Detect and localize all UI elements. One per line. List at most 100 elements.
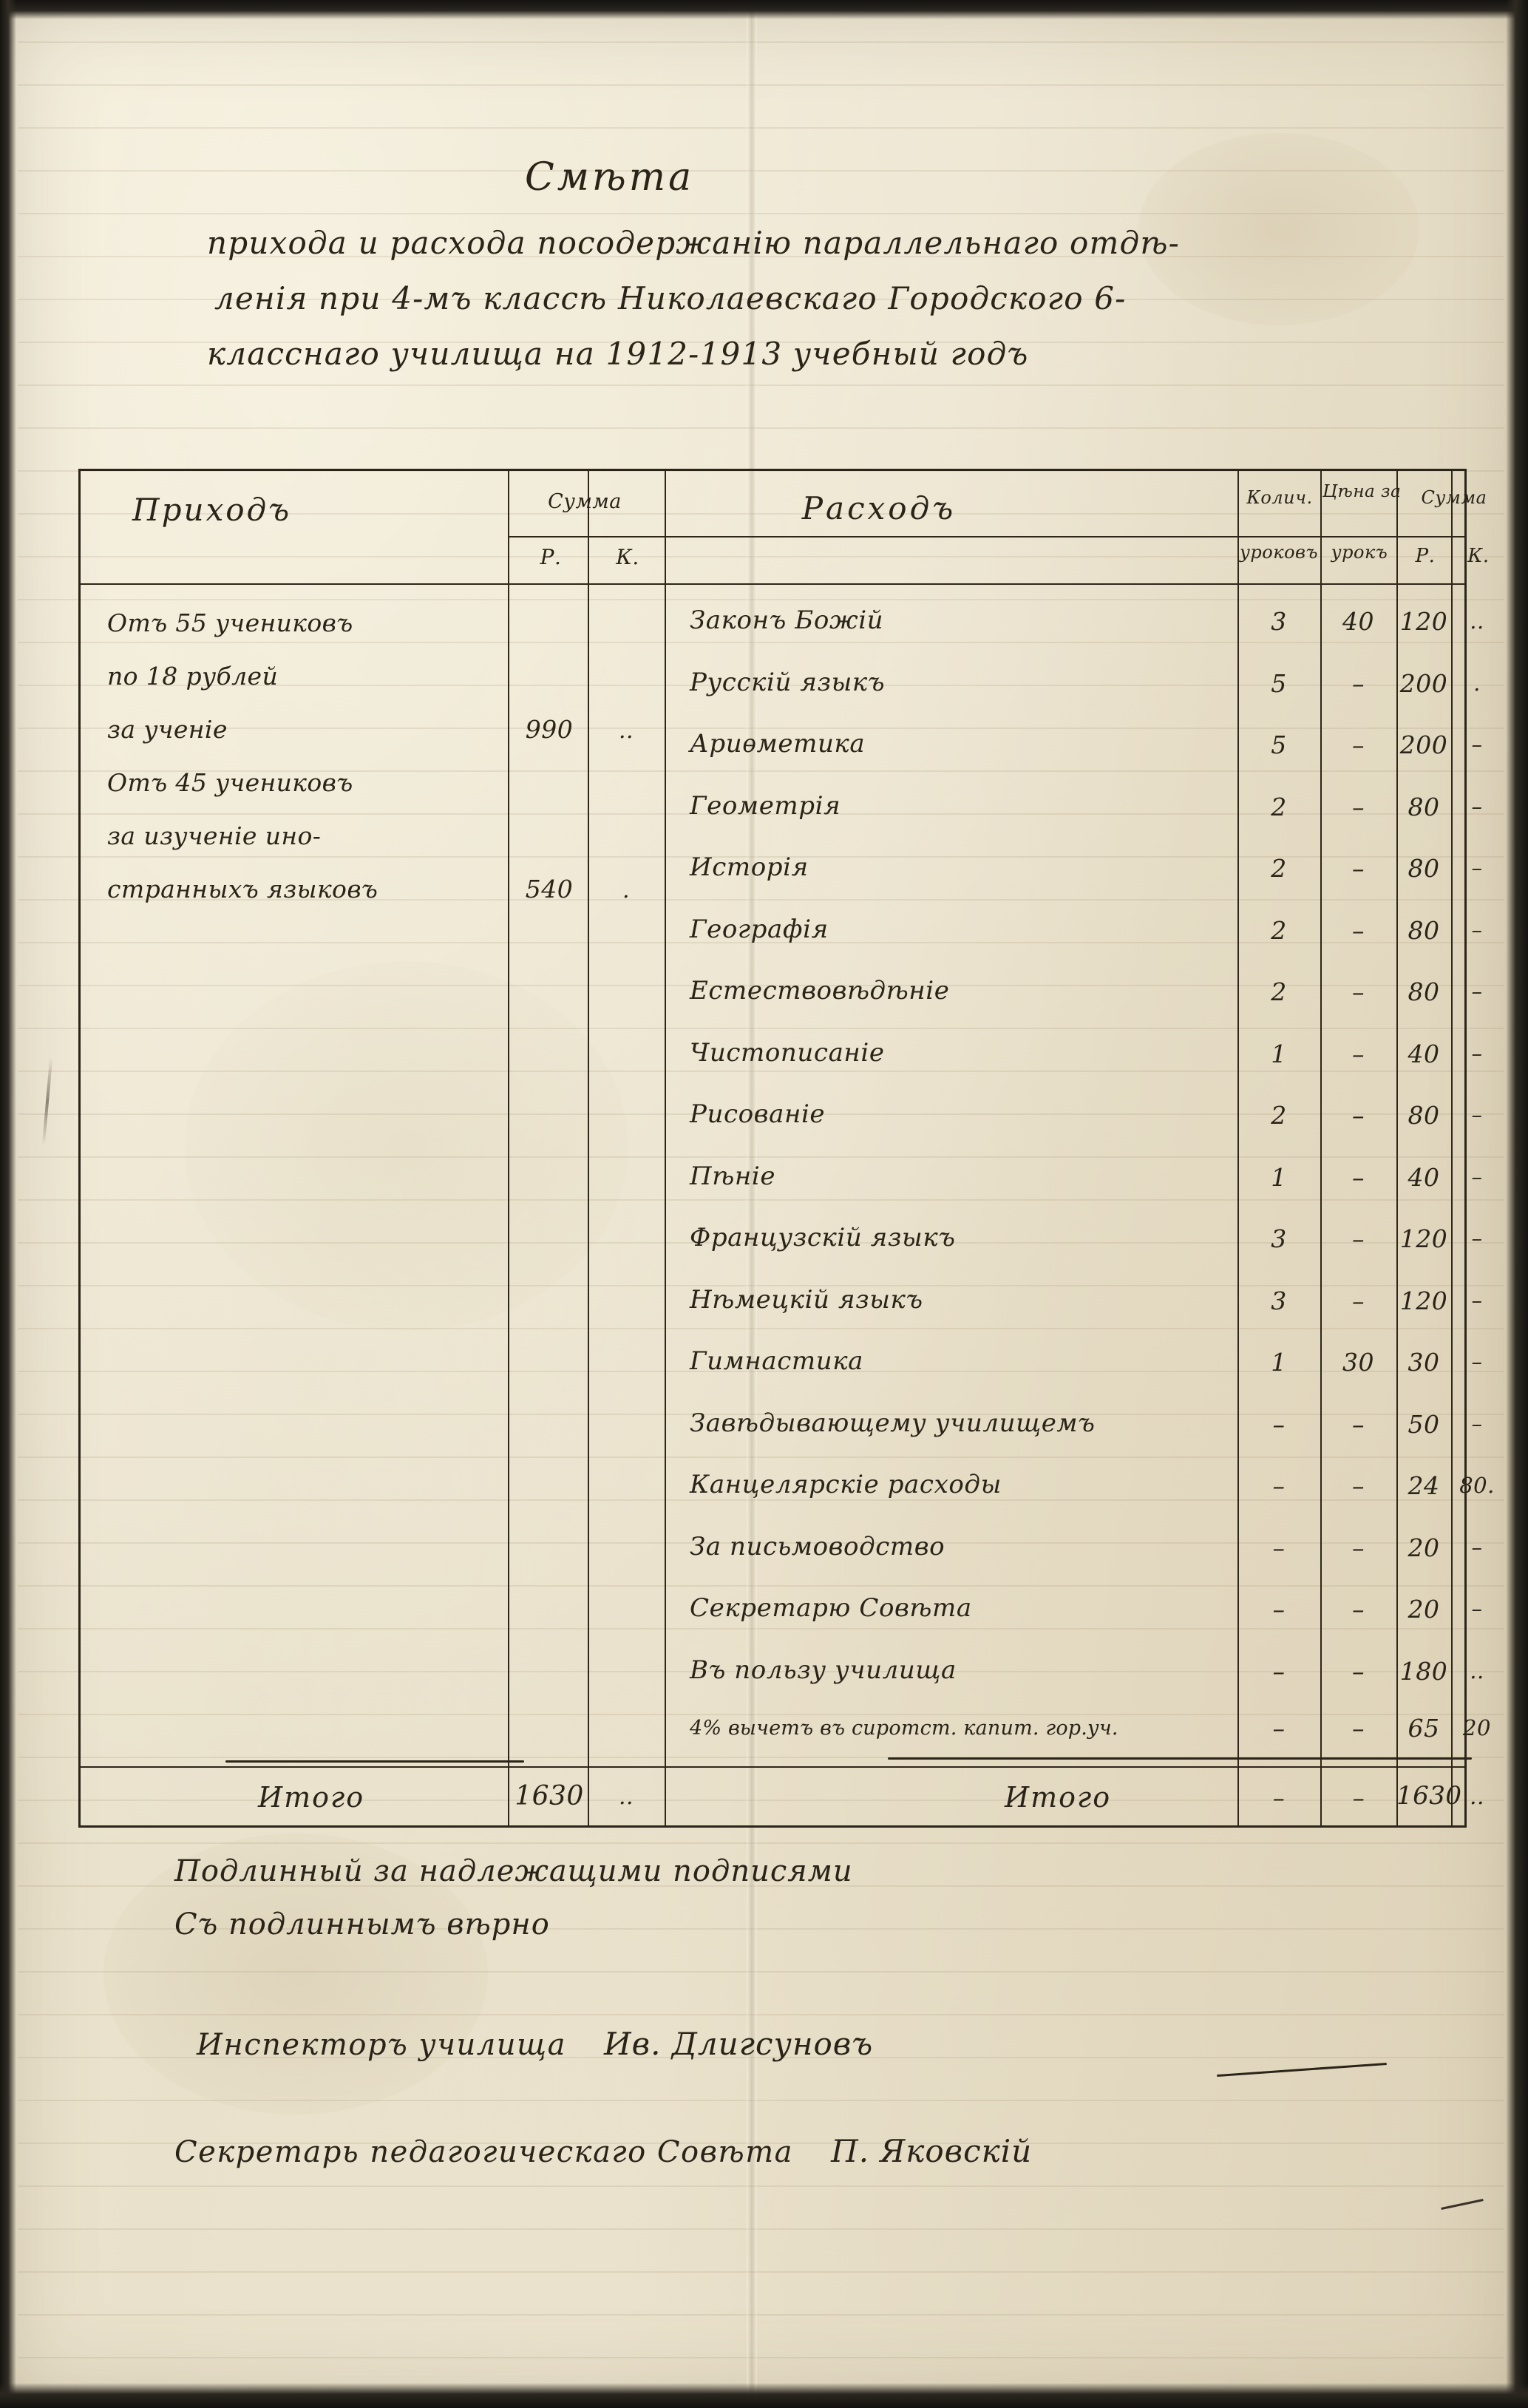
income-total-label: Итого [258, 1781, 365, 1814]
margin-mark [41, 1057, 53, 1146]
expense-sum-kop: – [1471, 1411, 1483, 1437]
table-row: Чистописаніе 1 – 40 – [665, 1035, 1482, 1088]
income-amount-kop: . [622, 878, 631, 903]
table-row: 4% вычетъ въ сиротст. капит. гор.уч. – – 65… [665, 1709, 1490, 1763]
expense-sum-kop: – [1471, 1534, 1483, 1560]
table-row: Гимнастика 1 30 30 – [665, 1343, 1482, 1397]
expense-lesson-count: – [1272, 1714, 1286, 1743]
header-price-line-2: урокъ [1331, 542, 1388, 563]
expense-sum-kop: – [1471, 1164, 1483, 1190]
income-text-line: Отъ 45 учениковъ [107, 768, 353, 797]
expense-sum-rub: 65 [1408, 1714, 1440, 1743]
expense-sum-rub: 40 [1408, 1039, 1440, 1068]
expense-name: Рисованіе [690, 1099, 826, 1129]
expense-name: Завѣдывающему училищемъ [690, 1408, 1096, 1438]
expense-sum-kop: – [1471, 793, 1483, 819]
signature-flourish [1217, 2062, 1387, 2078]
expense-sum-rub: 120 [1399, 1286, 1448, 1315]
table-row: Нѣмецкій языкъ 3–120– [665, 1282, 1482, 1335]
expense-name: Исторія [690, 852, 809, 882]
table-row: Секретарю Совѣта – – 20 – [665, 1590, 1482, 1644]
expense-name: Секретарю Совѣта [690, 1593, 972, 1623]
expense-sum-kop: .. [1470, 1658, 1484, 1683]
income-text-line: странныхъ языковъ [107, 875, 378, 903]
header-income-rub: Р. [540, 545, 562, 569]
budget-table: Приходъ Сумма Р. К. Расходъ Колич. уроко… [78, 469, 1494, 1828]
expense-name: Ариѳметика [690, 729, 866, 759]
expense-lesson-count: 2 [1271, 977, 1287, 1006]
subtitle-line-2: ленія при 4-мъ классѣ Николаевскаго Горо… [214, 280, 1127, 316]
expense-name: Естествовѣдѣніе [690, 976, 950, 1005]
expense-price-per-lesson: – [1352, 1162, 1365, 1192]
expense-lesson-count: 5 [1271, 730, 1287, 759]
expense-sum-kop: – [1471, 1102, 1483, 1127]
table-row: Французскій языкъ 3–120– [665, 1220, 1482, 1273]
expense-sum-kop: – [1471, 1287, 1483, 1313]
expense-price-per-lesson: – [1352, 915, 1365, 945]
header-expense-rub: Р. [1415, 545, 1436, 567]
expense-lesson-count: 2 [1271, 792, 1287, 821]
signature-block: Инспекторъ училища Ив. Длигсуновъ Секрет… [174, 2026, 1476, 2240]
expense-price-per-lesson: – [1352, 1471, 1365, 1500]
expense-lesson-count: – [1272, 1595, 1286, 1624]
table-row: За письмоводство – – 20 – [665, 1529, 1482, 1582]
expense-total-label: Итого [1005, 1781, 1112, 1814]
table-row: Естествовѣдѣніе 2 – 80 – [665, 973, 1482, 1026]
expense-price-per-lesson: – [1352, 1039, 1365, 1068]
signature-name: П. Яковскій [831, 2133, 1033, 2169]
header-income: Приходъ [132, 492, 292, 528]
expense-price-per-lesson: 40 [1342, 607, 1374, 636]
signature-role: Инспекторъ училища [197, 2028, 566, 2062]
expense-name: Канцелярскіе расходы [690, 1470, 1002, 1499]
expense-lesson-count: 1 [1271, 1039, 1287, 1068]
expense-sum-rub: 80 [1408, 792, 1440, 821]
column-divider [508, 471, 509, 1825]
table-row: Русскій языкъ 5 – 200. [665, 665, 1480, 718]
header-income-kop: К. [616, 545, 639, 569]
expense-sum-rub: 180 [1399, 1656, 1448, 1686]
expense-name: Нѣмецкій языкъ [690, 1284, 923, 1315]
subtitle-line-1: приxода и расхода посодержанію параллель… [207, 225, 1181, 261]
table-row: Исторія 2 – 80 – [665, 849, 1482, 903]
income-amount-kop: .. [618, 718, 634, 744]
expense-lesson-count: 2 [1271, 854, 1287, 883]
expense-lesson-count: 3 [1271, 607, 1287, 636]
table-row: Геометрія 2 – 80 – [665, 788, 1482, 841]
expense-lesson-count: 2 [1271, 915, 1287, 945]
expense-sum-rub: 200 [1399, 730, 1448, 759]
expense-lesson-count: 3 [1271, 1286, 1287, 1315]
expense-sum-kop: – [1471, 1040, 1483, 1066]
expense-lesson-count: 1 [1271, 1348, 1287, 1377]
expense-name: Въ пользу училища [690, 1655, 957, 1685]
expense-sum-kop: – [1471, 979, 1483, 1004]
income-amount-rub: 990 [525, 715, 574, 744]
title-block: Смѣта приxода и расхода посодержанію пар… [207, 155, 1439, 391]
expense-total-price: – [1352, 1784, 1365, 1812]
expense-price-per-lesson: 30 [1342, 1348, 1374, 1377]
expense-total-rub: 1630 [1396, 1781, 1462, 1811]
expense-sum-rub: 120 [1399, 1224, 1448, 1253]
scan-edge-top [0, 0, 1528, 19]
expense-name: Французскій языкъ [690, 1223, 956, 1252]
expense-price-per-lesson: – [1352, 668, 1365, 698]
expense-name: Геометрія [690, 790, 841, 821]
expense-name: Законъ Божій [690, 606, 884, 635]
income-text-line: за ученіе [107, 715, 228, 744]
income-total-rub: 1630 [515, 1781, 584, 1811]
expense-sum-kop: – [1471, 1596, 1483, 1621]
income-text-line: Отъ 55 учениковъ [107, 608, 353, 637]
expense-price-per-lesson: – [1352, 1656, 1365, 1686]
expense-sum-kop: – [1471, 1349, 1483, 1374]
column-divider [588, 471, 589, 1825]
expense-price-per-lesson: – [1352, 977, 1365, 1006]
expense-lesson-count: 1 [1271, 1162, 1287, 1192]
closing-block: Подлинный за надлежащими подписями Съ по… [174, 1854, 1431, 1961]
expense-lesson-count: – [1272, 1533, 1286, 1562]
expense-price-per-lesson: – [1352, 1595, 1365, 1624]
header-expense-kop: К. [1467, 545, 1490, 567]
header-expense: Расходъ [801, 490, 957, 526]
income-total-kop: .. [618, 1784, 634, 1810]
expense-total-count: – [1272, 1784, 1286, 1812]
expense-total-rule [888, 1757, 1472, 1760]
